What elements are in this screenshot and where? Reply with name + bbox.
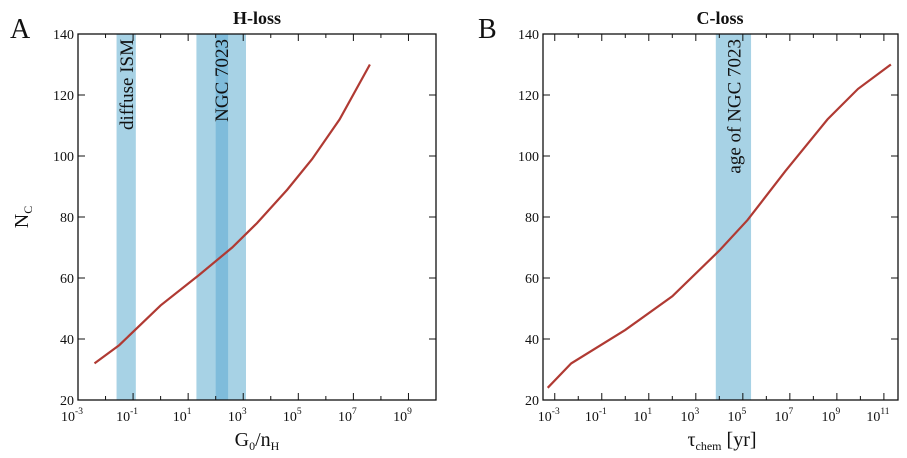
panel-b-series-line	[546, 63, 892, 389]
x-tick-label: 10‑3	[538, 407, 560, 425]
panel-a-bands	[116, 34, 246, 400]
y-tick-label: 80	[60, 211, 74, 226]
y-tick-label: 20	[525, 394, 539, 409]
panel-a-x-axis-title: G0/nH	[235, 429, 280, 453]
panel-a-letter: A	[10, 14, 31, 45]
y-tick-label: 120	[518, 89, 539, 104]
band-label-0: age of NGC 7023	[724, 39, 745, 174]
panel-a-band-labels: diffuse ISM NGC 7023	[117, 39, 233, 130]
x-tick-label: 101	[173, 407, 192, 425]
x-tick-label: 1011	[866, 407, 889, 425]
x-tick-label: 10‑1	[116, 407, 138, 425]
panel-b-x-axis-title: τchem [yr]	[687, 429, 756, 453]
panel-a-series-line	[93, 63, 371, 365]
panel-a-title: H-loss	[233, 8, 281, 28]
band-0	[715, 34, 752, 400]
y-tick-label: 80	[525, 211, 539, 226]
panel-b-band-labels: age of NGC 7023	[724, 39, 745, 174]
x-tick-label: 107	[338, 407, 357, 425]
y-tick-label: 100	[53, 150, 74, 165]
panel-a-y-ticks: 20 40 60 80 100 120 140	[53, 28, 436, 409]
x-tick-label: 10‑3	[61, 407, 83, 425]
x-tick-label: 107	[774, 407, 793, 425]
panel-a-x-ticks: 10‑3 10‑1 101 103 105 107 109	[61, 34, 437, 425]
y-tick-label: 40	[60, 333, 74, 348]
band-label-0: diffuse ISM	[117, 39, 138, 130]
band-2	[215, 34, 229, 400]
x-tick-label: 109	[821, 407, 840, 425]
band-0	[116, 34, 136, 400]
panel-b-title: C-loss	[696, 8, 743, 28]
x-tick-label: 105	[727, 407, 746, 425]
panel-a: A H-loss diffuse ISM NGC 7023 20 40 60 80 100…	[10, 8, 437, 453]
panel-b-letter: B	[478, 14, 497, 45]
x-tick-label: 103	[680, 407, 699, 425]
x-tick-label: 105	[283, 407, 302, 425]
band-label-1: NGC 7023	[212, 39, 233, 122]
panel-a-y-axis-title: NC	[11, 206, 35, 228]
panel-b-bands	[715, 34, 752, 400]
y-tick-label: 140	[518, 28, 539, 43]
y-tick-label: 40	[525, 333, 539, 348]
x-tick-label: 101	[633, 407, 652, 425]
x-tick-label: 103	[228, 407, 247, 425]
panel-b-x-ticks: 10‑3 10‑1 101 103 105 107 109 1011	[538, 34, 890, 425]
y-tick-label: 20	[60, 394, 74, 409]
y-tick-label: 140	[53, 28, 74, 43]
y-tick-label: 60	[60, 272, 74, 287]
x-tick-label: 109	[393, 407, 412, 425]
y-tick-label: 100	[518, 150, 539, 165]
panel-b-y-ticks: 20 40 60 80 100 120 140	[518, 28, 898, 409]
x-tick-label: 10‑1	[585, 407, 607, 425]
panel-b: B C-loss age of NGC 7023 204060801001201…	[478, 8, 899, 453]
y-tick-label: 120	[53, 89, 74, 104]
y-tick-label: 60	[525, 272, 539, 287]
